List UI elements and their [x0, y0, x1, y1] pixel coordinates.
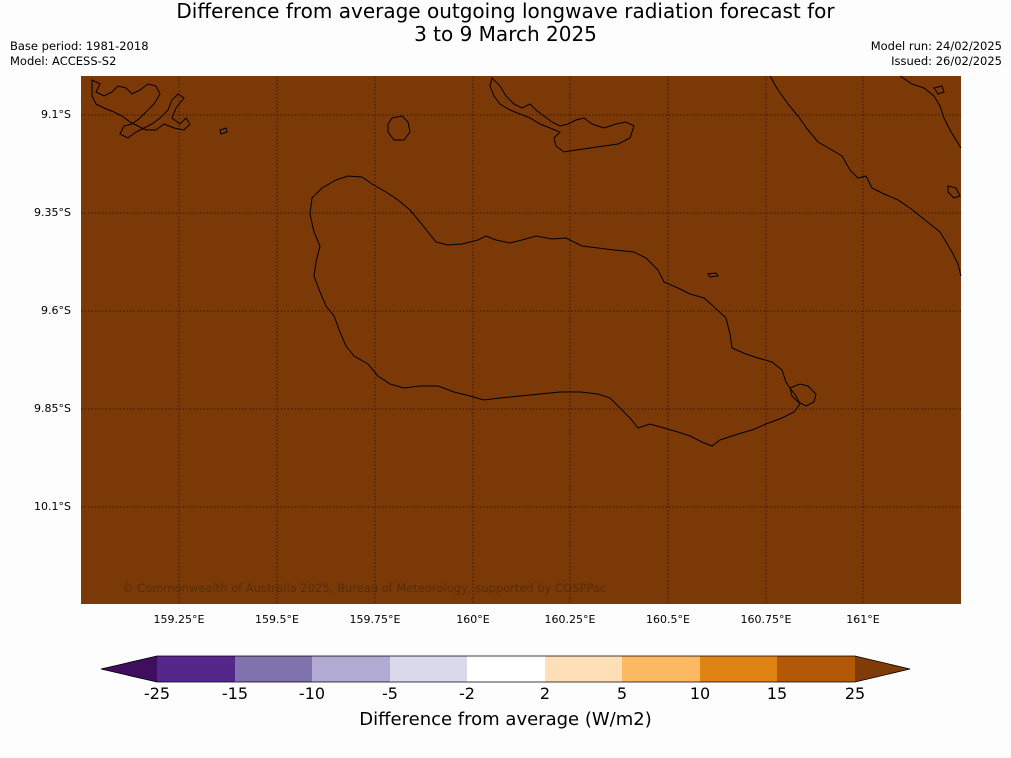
colorbar-segment-5: [467, 656, 545, 682]
colorbar-segment-4: [390, 656, 467, 682]
model-run: Model run: 24/02/2025: [870, 39, 1002, 53]
colorbar-tick-7: 5: [616, 684, 628, 703]
colorbar-tick-10: 25: [844, 684, 866, 703]
chart-title: Difference from average outgoing longwav…: [0, 0, 1011, 46]
model-name: Model: ACCESS-S2: [10, 54, 117, 68]
savo-island: [387, 115, 411, 141]
lon-label-6: 160.5°E: [646, 613, 690, 626]
title-line-1: Difference from average outgoing longwav…: [176, 0, 835, 23]
issued-date: Issued: 26/02/2025: [891, 54, 1002, 68]
title-line-2: 3 to 9 March 2025: [414, 22, 597, 46]
colorbar-segment-1: [157, 656, 235, 682]
colorbar-tick-1: -25: [143, 684, 171, 703]
meta-right: Model run: 24/02/2025 Issued: 26/02/2025: [871, 39, 1002, 69]
lon-label-2: 159.5°E: [255, 613, 299, 626]
colorbar-tick-9: 15: [766, 684, 788, 703]
nggela-islands: [489, 77, 635, 153]
colorbar-label: Difference from average (W/m2): [359, 709, 652, 730]
colorbar: [100, 655, 911, 683]
colorbar-segment-8: [700, 656, 777, 682]
colorbar-segment-6: [545, 656, 622, 682]
lon-label-7: 160.75°E: [740, 613, 792, 626]
lon-label-1: 159.25°E: [153, 613, 205, 626]
islet-malaita-2: [933, 85, 945, 95]
colorbar-segment-3: [312, 656, 390, 682]
colorbar-extend-low: [101, 656, 157, 682]
base-period: Base period: 1981-2018: [10, 39, 149, 53]
copyright-notice: © Commonwealth of Australia 2025, Bureau…: [122, 581, 607, 595]
colorbar-tick-5: -2: [459, 684, 475, 703]
island-small-east: [789, 383, 817, 407]
islet-west: [219, 127, 228, 135]
russell-islands: [91, 79, 191, 139]
colorbar-extend-high: [855, 656, 910, 682]
map-plot-area: [81, 76, 961, 604]
lat-label-2: 9.35°S: [34, 206, 71, 219]
lat-label-4: 9.85°S: [34, 402, 71, 415]
lon-label-8: 161°E: [846, 613, 880, 626]
coastlines: [91, 75, 962, 447]
lat-label-3: 9.6°S: [41, 304, 71, 317]
graticule: [81, 76, 961, 604]
lat-label-1: 9.1°S: [41, 108, 71, 121]
lon-label-4: 160°E: [456, 613, 490, 626]
islet-malaita-1: [947, 185, 961, 199]
colorbar-outline: [100, 655, 911, 683]
lon-label-5: 160.25°E: [544, 613, 596, 626]
colorbar-tick-3: -10: [298, 684, 326, 703]
meta-left: Base period: 1981-2018 Model: ACCESS-S2: [10, 39, 149, 69]
colorbar-tick-4: -5: [382, 684, 398, 703]
lon-label-3: 159.75°E: [349, 613, 401, 626]
colorbar-tick-6: 2: [539, 684, 551, 703]
colorbar-segment-7: [622, 656, 700, 682]
colorbar-tick-8: 10: [689, 684, 711, 703]
malaita-coast: [769, 75, 962, 277]
islet-mid: [707, 272, 719, 278]
colorbar-segment-2: [235, 656, 312, 682]
colorbar-tick-2: -15: [221, 684, 249, 703]
lat-label-5: 10.1°S: [34, 500, 71, 513]
malaita-north: [899, 75, 962, 149]
colorbar-segment-9: [777, 656, 855, 682]
guadalcanal-coastline: [309, 175, 801, 447]
